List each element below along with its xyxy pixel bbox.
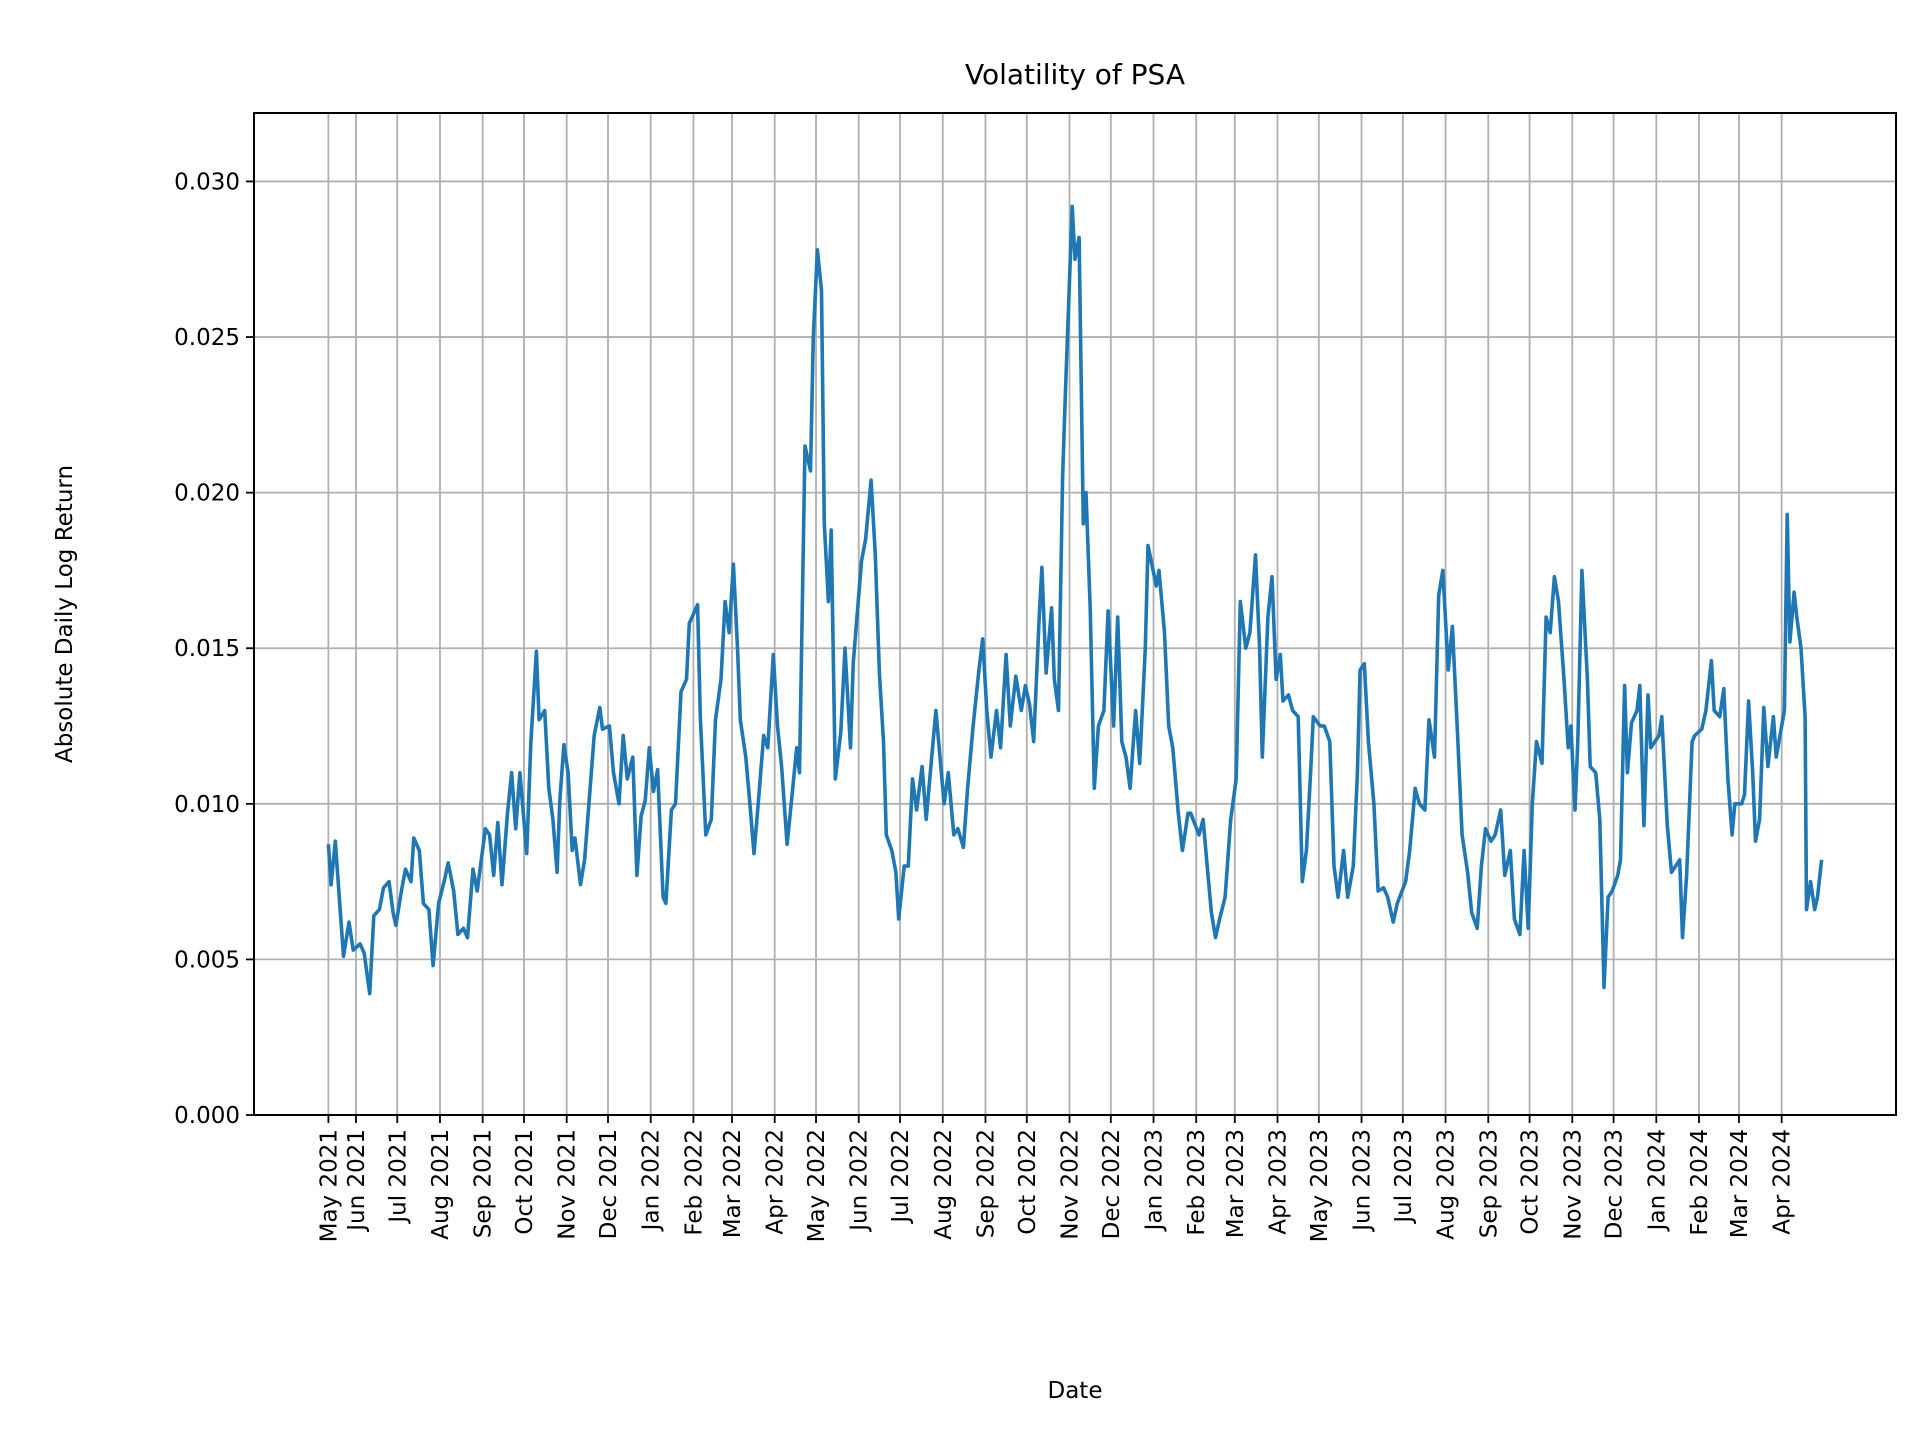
y-tick-label: 0.010 <box>174 792 240 818</box>
x-tick-label: Sep 2023 <box>1476 1129 1502 1238</box>
x-tick-label: Jul 2021 <box>385 1129 411 1225</box>
x-tick-label: Nov 2023 <box>1560 1129 1586 1240</box>
y-axis-label: Absolute Daily Log Return <box>52 465 78 763</box>
x-tick-label: Oct 2021 <box>512 1129 538 1235</box>
x-tick-label: Nov 2022 <box>1057 1129 1083 1240</box>
x-tick-label: Dec 2023 <box>1602 1129 1628 1239</box>
x-tick-label: Jun 2023 <box>1350 1129 1376 1233</box>
x-tick-label: Sep 2022 <box>973 1129 999 1238</box>
x-tick-label: Oct 2023 <box>1518 1129 1544 1235</box>
axes-frame <box>253 112 1897 1116</box>
y-tick-label: 0.030 <box>174 169 240 195</box>
x-tick-label: Feb 2023 <box>1184 1129 1210 1236</box>
x-tick-label: Jan 2024 <box>1644 1129 1670 1232</box>
x-tick-label: Mar 2022 <box>720 1129 746 1238</box>
x-tick-label: Aug 2022 <box>931 1129 957 1240</box>
x-tick-label: May 2022 <box>804 1129 830 1242</box>
x-tick-label: Dec 2022 <box>1099 1129 1125 1239</box>
x-tick-label: Mar 2023 <box>1223 1129 1249 1238</box>
x-tick-label: Aug 2023 <box>1434 1129 1460 1240</box>
x-tick-label: Feb 2024 <box>1687 1129 1713 1236</box>
y-axis: 0.000 0.005 0.010 0.015 0.020 0.025 0.030 <box>174 169 254 1129</box>
x-tick-label: Sep 2021 <box>471 1129 497 1238</box>
x-tick-label: Jun 2022 <box>847 1129 873 1233</box>
x-tick-label: Jan 2022 <box>639 1129 665 1232</box>
chart-title: Volatility of PSA <box>965 58 1185 91</box>
x-axis: May 2021 Jun 2021 Jul 2021 Aug 2021 Sep 2021… <box>316 1115 1796 1242</box>
y-tick-label: 0.015 <box>174 636 240 662</box>
x-tick-label: Oct 2022 <box>1015 1129 1041 1235</box>
x-tick-label: May 2023 <box>1307 1129 1333 1242</box>
y-tick-label: 0.000 <box>174 1103 240 1129</box>
x-axis-label: Date <box>1048 1378 1103 1404</box>
series-layer <box>326 204 1824 996</box>
x-tick-label: Mar 2024 <box>1727 1129 1753 1238</box>
volatility-line <box>326 204 1824 996</box>
x-tick-label: Aug 2021 <box>428 1129 454 1240</box>
y-tick-label: 0.005 <box>174 947 240 973</box>
x-tick-label: Dec 2021 <box>596 1129 622 1239</box>
x-tick-label: Jan 2023 <box>1142 1129 1168 1232</box>
x-tick-label: Jul 2022 <box>888 1129 914 1225</box>
x-tick-label: May 2021 <box>316 1129 342 1242</box>
x-tick-label: Jun 2021 <box>344 1129 370 1233</box>
x-tick-label: Feb 2022 <box>681 1129 707 1236</box>
y-tick-label: 0.020 <box>174 481 240 507</box>
x-tick-label: Apr 2022 <box>763 1129 789 1235</box>
x-tick-label: Apr 2023 <box>1265 1129 1291 1235</box>
x-tick-label: Apr 2024 <box>1770 1129 1796 1235</box>
x-tick-label: Nov 2021 <box>555 1129 581 1240</box>
x-tick-label: Jul 2023 <box>1391 1129 1417 1225</box>
y-tick-label: 0.025 <box>174 325 240 351</box>
